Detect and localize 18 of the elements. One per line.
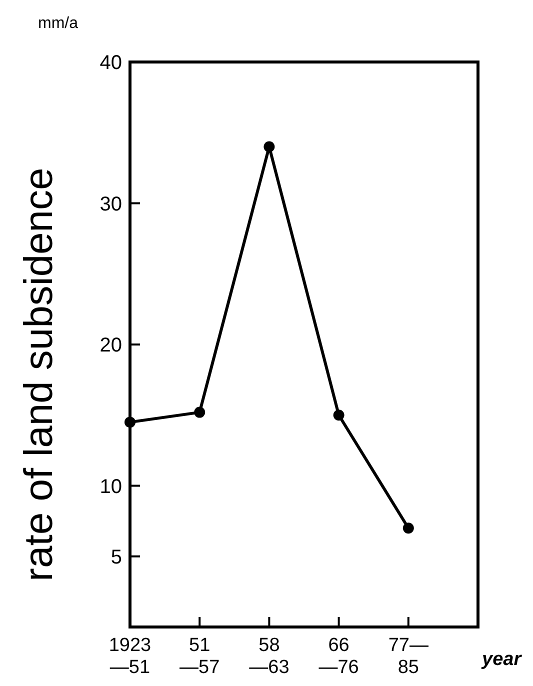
y-tick-label: 40 [100,52,122,74]
x-axis-title: year [481,649,523,670]
point [333,410,344,421]
y-axis-title: rate of land subsidence [17,168,61,582]
point [402,522,414,534]
x-tick-label: 1923 —51 [108,635,152,678]
x-tick-label: 58 —63 [249,635,290,678]
y-tick-label: 30 [100,193,122,216]
point [124,416,136,428]
point [194,406,206,418]
x-tick-label: 66 —76 [318,635,359,678]
y-tick-label: 5 [110,546,122,568]
text: mm/a [38,15,78,32]
y-tick-label: 10 [100,476,122,498]
point [264,141,275,152]
x-tick-label: 51 —57 [180,635,220,678]
y-tick-label: 20 [100,334,122,356]
x-tick-label: 77— 85 [388,635,428,678]
